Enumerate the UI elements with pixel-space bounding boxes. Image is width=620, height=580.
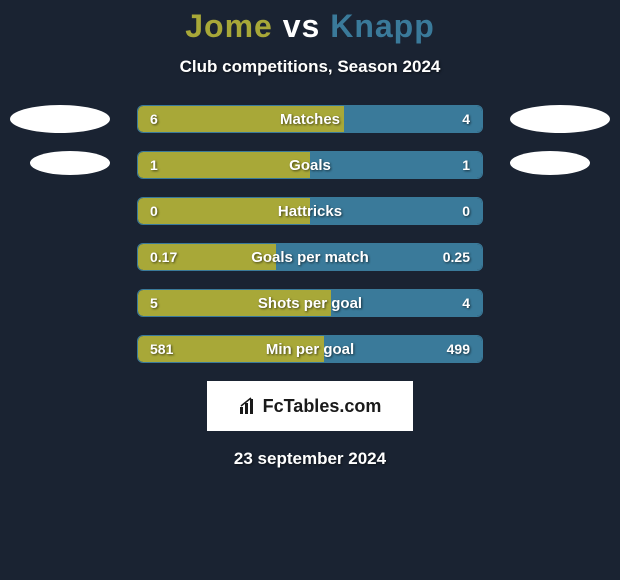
- date-text: 23 september 2024: [0, 449, 620, 469]
- player2-name: Knapp: [330, 8, 435, 44]
- fctables-logo[interactable]: FcTables.com: [207, 381, 413, 431]
- player1-photo-placeholder: [10, 105, 110, 133]
- player1-name: Jome: [185, 8, 273, 44]
- player1-badge-placeholder: [30, 151, 110, 175]
- stat-label: Hattricks: [138, 198, 482, 224]
- page-title: Jome vs Knapp: [0, 8, 620, 45]
- stat-label: Goals per match: [138, 244, 482, 270]
- stat-label: Shots per goal: [138, 290, 482, 316]
- stats-area: 64Matches 11Goals 00Hattricks 0.170.25Goals…: [0, 105, 620, 363]
- chart-icon: [239, 397, 257, 415]
- stat-rows: 64Matches 11Goals 00Hattricks 0.170.25Goals…: [137, 105, 483, 363]
- stat-row: 64Matches: [137, 105, 483, 133]
- stat-label: Matches: [138, 106, 482, 132]
- stat-label: Goals: [138, 152, 482, 178]
- stat-row: 0.170.25Goals per match: [137, 243, 483, 271]
- player2-badge-placeholder: [510, 151, 590, 175]
- player2-photo-placeholder: [510, 105, 610, 133]
- comparison-card: Jome vs Knapp Club competitions, Season …: [0, 0, 620, 580]
- stat-row: 11Goals: [137, 151, 483, 179]
- stat-row: 54Shots per goal: [137, 289, 483, 317]
- subtitle: Club competitions, Season 2024: [0, 57, 620, 77]
- stat-label: Min per goal: [138, 336, 482, 362]
- stat-row: 00Hattricks: [137, 197, 483, 225]
- stat-row: 581499Min per goal: [137, 335, 483, 363]
- logo-text: FcTables.com: [263, 396, 382, 417]
- vs-text: vs: [283, 8, 321, 44]
